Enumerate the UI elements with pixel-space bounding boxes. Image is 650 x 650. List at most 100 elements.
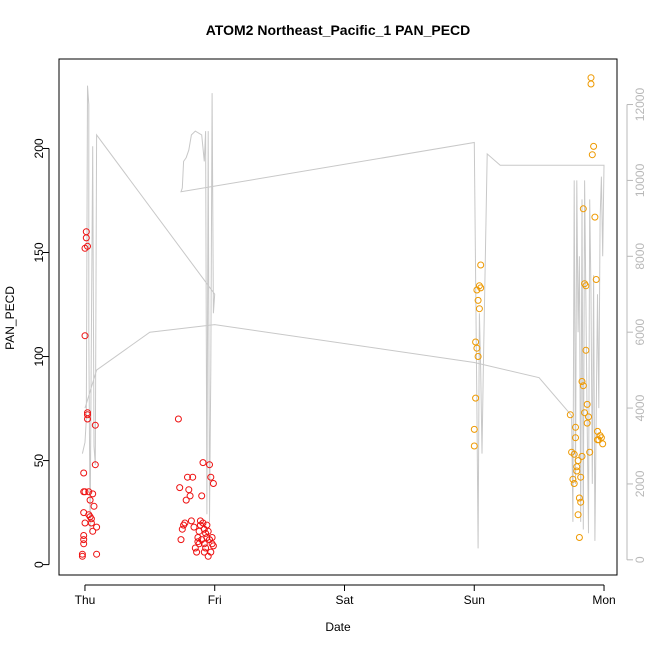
data-point bbox=[477, 261, 485, 269]
data-point bbox=[190, 523, 198, 531]
data-point bbox=[470, 442, 478, 450]
data-point bbox=[78, 552, 86, 560]
y2-tick-label: 10000 bbox=[633, 163, 647, 197]
data-point bbox=[472, 394, 480, 402]
data-point bbox=[579, 205, 587, 213]
data-point bbox=[590, 142, 598, 150]
data-point bbox=[80, 536, 88, 544]
data-point bbox=[209, 542, 217, 550]
x-axis: Thu Fri Sat Sun Mon bbox=[75, 584, 616, 607]
data-point bbox=[84, 411, 91, 419]
data-point bbox=[80, 469, 88, 477]
data-point bbox=[575, 494, 583, 502]
data-point bbox=[470, 425, 478, 433]
data-point bbox=[586, 448, 594, 456]
data-point bbox=[209, 480, 217, 487]
data-point bbox=[599, 440, 607, 448]
data-point bbox=[473, 344, 481, 352]
data-point bbox=[184, 473, 191, 481]
data-point bbox=[193, 548, 201, 556]
data-point bbox=[475, 305, 483, 313]
data-point bbox=[577, 473, 585, 481]
data-point bbox=[181, 519, 189, 527]
data-point bbox=[187, 517, 195, 525]
data-point bbox=[207, 548, 215, 556]
data-point bbox=[182, 496, 190, 504]
y2-tick-label: 6000 bbox=[633, 319, 647, 346]
data-point bbox=[200, 540, 208, 548]
y-tick-label: 50 bbox=[32, 454, 46, 468]
data-point bbox=[477, 284, 485, 292]
data-point bbox=[579, 382, 587, 390]
x-tick-label: Mon bbox=[592, 593, 615, 607]
data-point bbox=[80, 540, 88, 548]
x-tick-label: Thu bbox=[75, 593, 96, 607]
y2-tick-label: 4000 bbox=[633, 394, 647, 421]
data-point bbox=[474, 353, 482, 360]
data-point bbox=[587, 74, 595, 82]
right-axis-series-line bbox=[81, 85, 605, 549]
data-point bbox=[85, 488, 93, 496]
y-tick-label: 150 bbox=[32, 242, 46, 262]
data-point bbox=[178, 525, 186, 533]
plot-frame bbox=[58, 58, 618, 576]
data-point bbox=[575, 534, 583, 541]
right-axis-line-layer bbox=[81, 85, 605, 549]
data-point bbox=[189, 473, 197, 481]
data-point bbox=[191, 544, 199, 552]
data-point bbox=[177, 536, 185, 544]
data-point bbox=[176, 484, 184, 492]
y-tick-label: 100 bbox=[32, 346, 46, 366]
data-point bbox=[208, 534, 216, 541]
data-point bbox=[574, 457, 582, 465]
data-point bbox=[174, 415, 182, 423]
data-point bbox=[566, 411, 574, 419]
data-point bbox=[472, 338, 480, 346]
data-point bbox=[81, 488, 89, 496]
data-point bbox=[578, 452, 586, 460]
data-point bbox=[86, 496, 94, 504]
x-tick-label: Sun bbox=[464, 593, 485, 607]
x-tick-label: Fri bbox=[208, 593, 222, 607]
data-point bbox=[84, 415, 91, 423]
y2-tick-label: 12000 bbox=[633, 88, 647, 122]
data-point bbox=[206, 461, 213, 469]
data-point bbox=[202, 544, 210, 552]
data-point bbox=[91, 421, 99, 429]
x-axis-label: Date bbox=[325, 620, 351, 634]
data-point bbox=[84, 242, 91, 250]
x-tick-label: Sat bbox=[335, 593, 354, 607]
data-point bbox=[582, 346, 590, 354]
data-point bbox=[569, 475, 577, 483]
data-point bbox=[80, 532, 88, 539]
data-point bbox=[204, 527, 212, 535]
data-point bbox=[583, 400, 591, 408]
y2-tick-label: 0 bbox=[633, 556, 647, 563]
data-point bbox=[186, 492, 194, 500]
y-axis: 0 50 100 150 200 bbox=[32, 138, 50, 568]
data-point bbox=[577, 498, 585, 506]
data-point bbox=[199, 459, 207, 467]
data-point bbox=[87, 515, 95, 523]
data-point bbox=[93, 523, 101, 531]
data-point bbox=[81, 519, 89, 527]
data-point bbox=[78, 550, 86, 558]
data-point bbox=[591, 213, 599, 221]
y-tick-label: 200 bbox=[32, 138, 46, 158]
data-point bbox=[91, 461, 99, 469]
chart-title: ATOM2 Northeast_Pacific_1 PAN_PECD bbox=[206, 22, 471, 38]
y2-tick-label: 2000 bbox=[633, 470, 647, 497]
data-point bbox=[581, 409, 589, 417]
data-point bbox=[89, 490, 97, 498]
data-point bbox=[570, 450, 578, 458]
data-point bbox=[89, 527, 97, 535]
data-point bbox=[572, 434, 579, 442]
y-tick-label: 0 bbox=[32, 561, 46, 568]
data-point bbox=[574, 511, 582, 519]
data-point bbox=[90, 502, 98, 510]
data-point bbox=[573, 467, 581, 475]
data-point bbox=[587, 80, 595, 88]
data-point bbox=[474, 296, 482, 304]
data-point bbox=[578, 378, 586, 385]
